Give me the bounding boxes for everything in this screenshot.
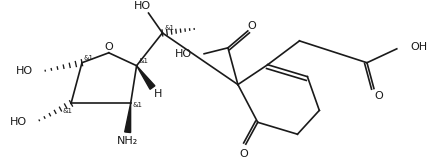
Text: HO: HO bbox=[175, 49, 192, 59]
Text: &1: &1 bbox=[84, 55, 94, 61]
Text: O: O bbox=[247, 21, 256, 31]
Polygon shape bbox=[136, 66, 155, 89]
Text: NH₂: NH₂ bbox=[117, 136, 138, 146]
Text: O: O bbox=[105, 42, 113, 52]
Text: &1: &1 bbox=[139, 58, 148, 64]
Polygon shape bbox=[124, 103, 131, 132]
Text: &1: &1 bbox=[132, 102, 143, 108]
Text: &1: &1 bbox=[62, 108, 72, 114]
Text: O: O bbox=[240, 149, 248, 159]
Text: HO: HO bbox=[134, 1, 151, 11]
Text: H: H bbox=[154, 88, 163, 98]
Text: HO: HO bbox=[10, 117, 27, 127]
Text: OH: OH bbox=[411, 42, 428, 52]
Text: &1: &1 bbox=[164, 25, 175, 31]
Text: HO: HO bbox=[16, 66, 33, 76]
Text: O: O bbox=[374, 91, 383, 101]
